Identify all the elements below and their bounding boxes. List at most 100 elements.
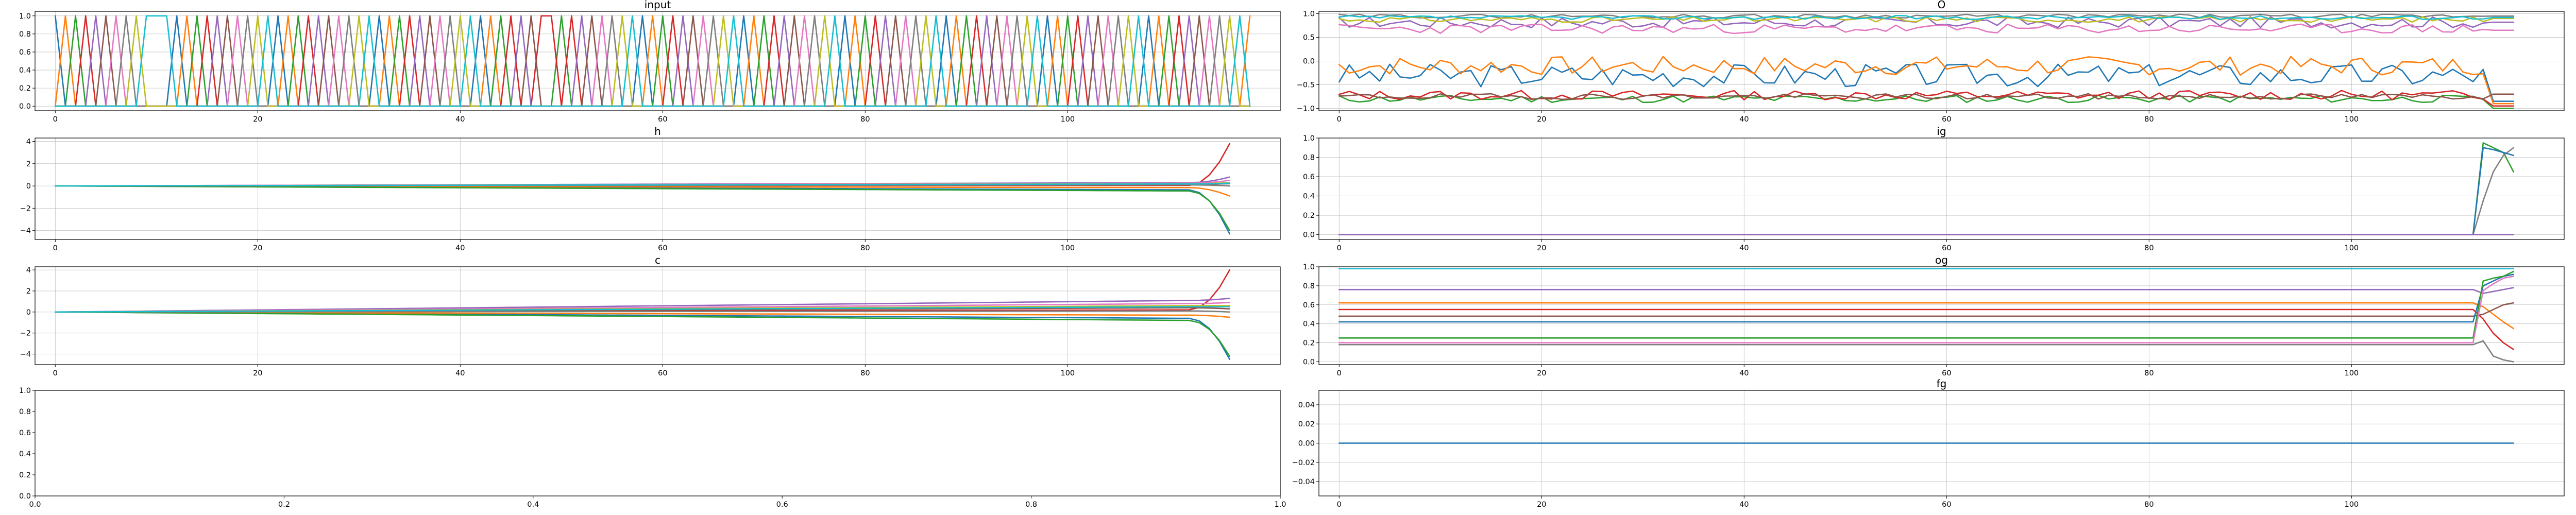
y-tick-label: 0.8 (1303, 282, 1315, 290)
y-tick-label: 4 (26, 266, 31, 274)
x-tick-label: 100 (2344, 244, 2359, 252)
chart-input: 0 20 40 60 80 100 0.0 0.2 0.4 0.6 0.8 1.0 input (19, 0, 1281, 124)
series-line-7 (1338, 147, 2515, 235)
series-line-channel-6 (55, 15, 1251, 107)
y-tick-label: 0.02 (1298, 420, 1315, 428)
axes-frame (35, 138, 1281, 240)
chart-h: 0 20 40 60 80 100 −4 −2 0 2 4 h (20, 125, 1281, 252)
y-tick-label: 1.0 (1303, 134, 1315, 143)
x-tick-label: 60 (1942, 244, 1951, 252)
x-tick-label: 40 (1739, 115, 1749, 124)
series-line-9 (1338, 14, 2515, 20)
y-tick-label: 1.0 (1303, 263, 1315, 271)
x-tick-label: 40 (1739, 501, 1749, 509)
y-tick-label: 1.0 (1303, 10, 1315, 19)
y-tick-label: 0.0 (1303, 58, 1315, 66)
x-tick-label: 60 (658, 244, 667, 252)
series-line-7 (55, 310, 1231, 313)
series-line-0 (1338, 147, 2515, 235)
y-tick-label: 0.6 (19, 48, 31, 57)
x-tick-label: 80 (860, 115, 870, 124)
x-tick-label: 100 (1060, 369, 1075, 377)
chart-title: ig (1937, 125, 1946, 138)
chart-title: O (1938, 0, 1946, 11)
x-tick-label: 0 (1337, 501, 1342, 509)
series-line-7 (1338, 340, 2515, 363)
x-tick-label: 20 (253, 115, 262, 124)
y-tick-label: 0.0 (1303, 231, 1315, 239)
x-tick-label: 20 (253, 244, 262, 252)
y-tick-label: 0 (26, 182, 31, 191)
chart-title: c (655, 254, 660, 266)
x-tick-label: 80 (2144, 115, 2154, 124)
series-line-channel-5 (55, 15, 1251, 107)
series-line-channel-7 (55, 15, 1251, 107)
series-line-9 (55, 306, 1231, 313)
x-tick-label: 100 (2344, 369, 2359, 377)
series-line-0 (1338, 273, 2515, 323)
chart-ig: 0 20 40 60 80 100 0.0 0.2 0.4 0.6 0.8 1.0 ig (1303, 125, 2565, 252)
y-tick-label: 0.0 (19, 492, 31, 501)
chart-title: input (645, 0, 671, 11)
y-tick-label: 0.8 (1303, 154, 1315, 162)
x-tick-label: 60 (1942, 501, 1951, 509)
series-line-7 (1338, 13, 2515, 19)
y-tick-label: 0.4 (1303, 193, 1315, 201)
series-line-0 (55, 185, 1231, 235)
x-tick-label: 60 (658, 369, 667, 377)
y-tick-label: −4 (20, 227, 31, 235)
x-tick-label: 0.0 (29, 501, 41, 509)
x-tick-label: 80 (860, 369, 870, 377)
x-tick-label: 1.0 (1274, 501, 1286, 509)
y-tick-label: 0.4 (19, 66, 31, 75)
y-tick-label: 4 (26, 138, 31, 146)
series-line-6 (1338, 23, 2515, 35)
y-tick-label: −0.02 (1292, 459, 1315, 467)
x-tick-label: 20 (1537, 369, 1546, 377)
series-line-9 (55, 182, 1231, 187)
series-line-1 (1338, 302, 2515, 330)
y-tick-label: 0.6 (1303, 301, 1315, 310)
y-tick-label: 0 (26, 308, 31, 317)
chart-empty: 0.0 0.2 0.4 0.6 0.8 1.0 0.0 0.2 0.4 0.6 0.8 1.0 (19, 387, 1286, 509)
axes-frame (1318, 138, 2565, 240)
series-line-4 (1338, 287, 2515, 294)
y-tick-label: −2 (20, 204, 31, 213)
x-tick-label: 0 (53, 244, 58, 252)
x-tick-label: 80 (2144, 244, 2154, 252)
series-line-2 (55, 311, 1231, 357)
series-line-2 (1338, 142, 2515, 235)
y-tick-label: 0.8 (19, 408, 31, 416)
y-tick-label: 0.0 (19, 102, 31, 111)
y-tick-label: 0.00 (1298, 440, 1315, 448)
y-tick-label: −0.5 (1297, 81, 1315, 89)
series-line-channel-8 (55, 15, 1251, 107)
series-line-5 (1338, 302, 2515, 317)
y-tick-label: 0.4 (19, 450, 31, 458)
x-tick-label: 100 (1060, 244, 1075, 252)
chart-og: 0 20 40 60 80 100 0.0 0.2 0.4 0.6 0.8 1.0 og (1303, 254, 2565, 377)
x-tick-label: 100 (1060, 115, 1075, 124)
series-line-channel-9 (55, 15, 1251, 107)
x-tick-label: 0 (53, 115, 58, 124)
chart-fg: 0 20 40 60 80 100 −0.04 −0.02 0.00 0.02 0.04 fg (1292, 377, 2565, 509)
y-tick-label: 2 (26, 287, 31, 296)
x-tick-label: 0 (1337, 115, 1342, 124)
x-tick-label: 60 (658, 115, 667, 124)
series-line-channel-3 (55, 15, 1251, 107)
y-tick-label: 1.0 (19, 12, 31, 21)
x-tick-label: 0.2 (278, 501, 290, 509)
axes-frame (35, 266, 1281, 365)
series-line-3 (55, 143, 1231, 187)
x-tick-label: 60 (1942, 369, 1951, 377)
x-tick-label: 0 (1337, 244, 1342, 252)
x-tick-label: 0.8 (1025, 501, 1037, 509)
x-tick-label: 80 (2144, 369, 2154, 377)
x-tick-label: 80 (860, 244, 870, 252)
x-tick-label: 40 (455, 369, 465, 377)
y-tick-label: −0.04 (1292, 478, 1315, 486)
series-line-channel-1 (55, 15, 1251, 107)
series-line-1 (55, 311, 1231, 318)
x-tick-label: 40 (1739, 244, 1749, 252)
